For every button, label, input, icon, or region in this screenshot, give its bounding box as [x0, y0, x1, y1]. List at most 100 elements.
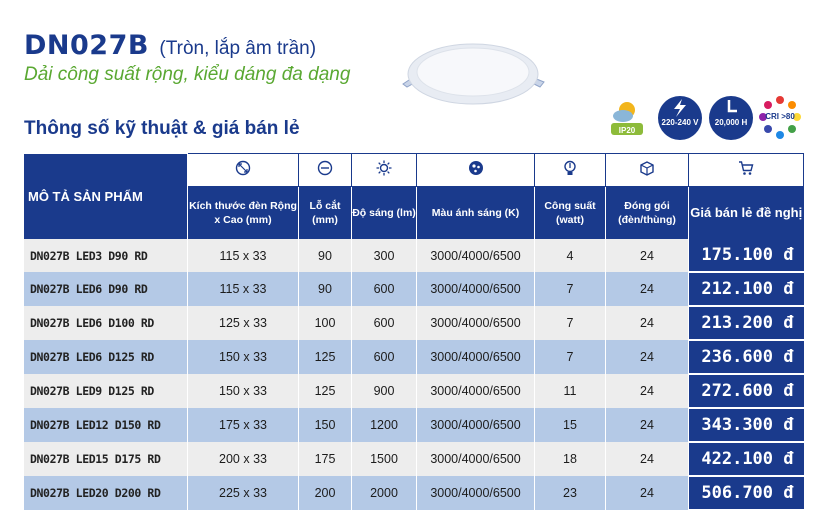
- package-cell: 24: [605, 374, 689, 408]
- product-name: DN027B LED6 D90 RD: [24, 272, 188, 306]
- size-cell: 225 x 33: [187, 476, 299, 510]
- color-temp-header: Màu ánh sáng (K): [416, 186, 535, 239]
- package-cell: 24: [605, 340, 689, 374]
- color-temp-cell: 3000/4000/6500: [416, 239, 535, 272]
- power-cell: 23: [534, 476, 606, 510]
- product-name: DN027B LED15 D175 RD: [24, 442, 188, 476]
- lifetime-label: 20,000 H: [714, 118, 748, 127]
- size-cell: 200 x 33: [187, 442, 299, 476]
- product-name: DN027B LED9 D125 RD: [24, 374, 188, 408]
- price-cell: 506.700 đ: [688, 476, 804, 511]
- price-cell: 272.600 đ: [688, 374, 804, 409]
- table-row: DN027B LED15 D175 RD 200 x 33 175 1500 3…: [24, 442, 804, 477]
- size-cell: 175 x 33: [187, 408, 299, 442]
- brightness-header: Độ sáng (lm): [351, 186, 417, 239]
- size-cell: 115 x 33: [187, 272, 299, 306]
- brightness-cell: 300: [351, 239, 417, 272]
- color-temp-col-icon: [416, 153, 535, 187]
- package-icon: [640, 160, 654, 176]
- desc-header: MÔ TẢ SẢN PHẨM: [24, 153, 188, 239]
- color-temp-icon: [468, 160, 483, 175]
- package-header: Đóng gói (đèn/thùng): [605, 186, 689, 239]
- price-cell: 213.200 đ: [688, 306, 804, 341]
- package-cell: 24: [605, 306, 689, 340]
- table-row: DN027B LED20 D200 RD 225 x 33 200 2000 3…: [24, 476, 804, 511]
- lifetime-icon: [727, 100, 737, 113]
- price-cell: 343.300 đ: [688, 408, 804, 443]
- size-header: Kích thước đèn Rộng x Cao (mm): [187, 186, 299, 239]
- price-cell: 175.100 đ: [688, 239, 804, 273]
- brightness-col-icon: [351, 153, 417, 187]
- color-temp-cell: 3000/4000/6500: [416, 340, 535, 374]
- color-temp-cell: 3000/4000/6500: [416, 272, 535, 306]
- product-title: DN027B (Tròn, lắp âm trần): [24, 30, 316, 61]
- cart-icon: [739, 160, 754, 175]
- power-col-icon: [534, 153, 606, 187]
- size-cell: 150 x 33: [187, 374, 299, 408]
- cutout-cell: 150: [298, 408, 352, 442]
- package-cell: 24: [605, 442, 689, 476]
- color-temp-cell: 3000/4000/6500: [416, 408, 535, 442]
- brightness-cell: 600: [351, 340, 417, 374]
- table-row: DN027B LED6 D125 RD 150 x 33 125 600 300…: [24, 340, 804, 375]
- package-cell: 24: [605, 272, 689, 306]
- brightness-cell: 900: [351, 374, 417, 408]
- ip20-label: IP20: [618, 126, 636, 135]
- price-header: Giá bán lẻ đề nghị: [688, 186, 804, 239]
- power-icon: [564, 160, 576, 175]
- table-row: DN027B LED3 D90 RD 115 x 33 90 300 3000/…: [24, 239, 804, 273]
- package-col-icon: [605, 153, 689, 187]
- power-cell: 7: [534, 306, 606, 340]
- package-cell: 24: [605, 476, 689, 510]
- size-cell: 150 x 33: [187, 340, 299, 374]
- cutout-cell: 175: [298, 442, 352, 476]
- voltage-label: 220-240 V: [661, 118, 699, 127]
- model-subtitle: (Tròn, lắp âm trần): [159, 38, 317, 59]
- brightness-cell: 600: [351, 306, 417, 340]
- lifetime-badge: 20,000 H: [709, 96, 753, 140]
- model-name: DN027B: [24, 30, 149, 61]
- power-cell: 18: [534, 442, 606, 476]
- color-temp-cell: 3000/4000/6500: [416, 306, 535, 340]
- cri-label: CRI >80: [765, 112, 795, 121]
- product-name: DN027B LED20 D200 RD: [24, 476, 188, 510]
- color-temp-cell: 3000/4000/6500: [416, 374, 535, 408]
- price-cell: 236.600 đ: [688, 340, 804, 375]
- product-name: DN027B LED6 D100 RD: [24, 306, 188, 340]
- power-cell: 15: [534, 408, 606, 442]
- cutout-cell: 90: [298, 272, 352, 306]
- product-name: DN027B LED3 D90 RD: [24, 239, 188, 272]
- table-row: DN027B LED12 D150 RD 175 x 33 150 1200 3…: [24, 408, 804, 443]
- power-cell: 11: [534, 374, 606, 408]
- cutout-cell: 90: [298, 239, 352, 272]
- product-name: DN027B LED12 D150 RD: [24, 408, 188, 442]
- brightness-cell: 2000: [351, 476, 417, 510]
- size-col-icon: [187, 153, 299, 187]
- brightness-icon: [376, 160, 392, 175]
- brightness-cell: 600: [351, 272, 417, 306]
- ip20-badge: IP20: [605, 96, 649, 140]
- cutout-cell: 125: [298, 340, 352, 374]
- cutout-col-icon: [298, 153, 352, 187]
- power-header: Công suất (watt): [534, 186, 606, 239]
- ip-weather-icon: [611, 102, 643, 135]
- power-cell: 4: [534, 239, 606, 272]
- cart-col-icon: [688, 153, 804, 187]
- power-cell: 7: [534, 340, 606, 374]
- color-temp-cell: 3000/4000/6500: [416, 476, 535, 510]
- color-temp-cell: 3000/4000/6500: [416, 442, 535, 476]
- size-cell: 125 x 33: [187, 306, 299, 340]
- spec-price-table: MÔ TẢ SẢN PHẨM Kích thước đèn Rộng x Cao…: [24, 153, 804, 511]
- voltage-icon: [674, 99, 686, 117]
- package-cell: 24: [605, 408, 689, 442]
- package-cell: 24: [605, 239, 689, 272]
- cri-badge: CRI >80: [758, 96, 802, 140]
- cutout-cell: 125: [298, 374, 352, 408]
- table-row: DN027B LED6 D100 RD 125 x 33 100 600 300…: [24, 306, 804, 341]
- cutout-icon: [317, 160, 333, 175]
- tagline: Dải công suất rộng, kiểu dáng đa dạng: [24, 64, 351, 85]
- price-cell: 422.100 đ: [688, 442, 804, 477]
- downlight-image: [402, 43, 545, 105]
- cutout-cell: 200: [298, 476, 352, 510]
- size-icon: [235, 160, 251, 175]
